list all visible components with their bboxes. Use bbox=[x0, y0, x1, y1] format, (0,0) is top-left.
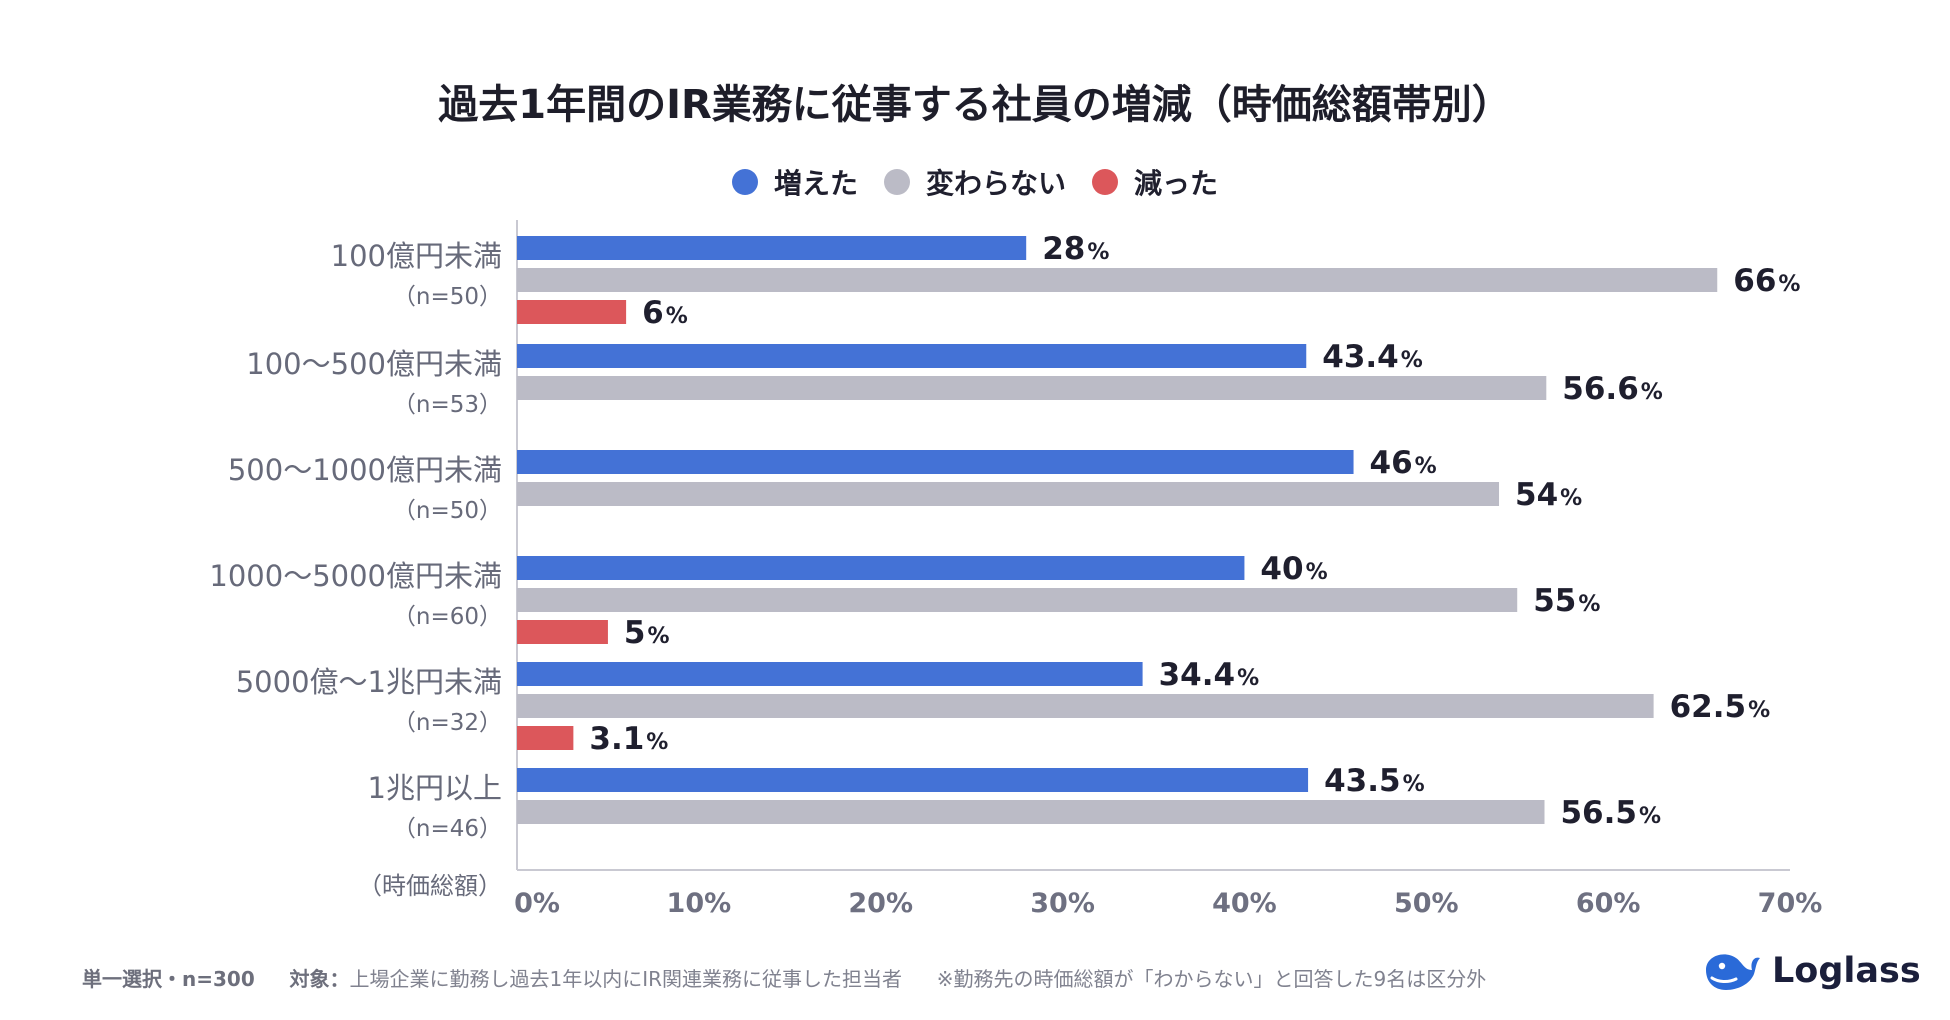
data-label-decreased: 6% bbox=[642, 295, 688, 331]
loglass-logo: Loglass bbox=[1700, 948, 1921, 994]
category-label: 500～1000億円未満 bbox=[228, 453, 502, 487]
x-tick-label: 10% bbox=[667, 888, 732, 919]
category-label: 1兆円以上 bbox=[368, 771, 502, 805]
category-sample-size: （n=46） bbox=[393, 816, 502, 842]
category-sample-size: （n=60） bbox=[393, 604, 502, 630]
data-label-decreased: 5% bbox=[624, 615, 670, 651]
x-tick-label: 40% bbox=[1212, 888, 1277, 919]
data-label-unchanged: 55% bbox=[1533, 583, 1600, 619]
x-tick-label: 50% bbox=[1394, 888, 1459, 919]
data-label-unchanged: 56.6% bbox=[1562, 371, 1663, 407]
data-label-unchanged: 62.5% bbox=[1670, 689, 1771, 725]
data-label-unchanged: 56.5% bbox=[1560, 795, 1661, 831]
legend-label-unchanged: 変わらない bbox=[925, 167, 1066, 200]
chart-title: 過去1年間のIR業務に従事する社員の増減（時価総額帯別） bbox=[438, 82, 1512, 128]
legend-swatch-increased bbox=[731, 169, 758, 195]
category-label: 5000億～1兆円未満 bbox=[236, 665, 502, 699]
bar-unchanged bbox=[517, 376, 1547, 400]
legend-item-increased: 増えた bbox=[731, 162, 858, 202]
category-sample-size: （n=50） bbox=[393, 284, 502, 310]
legend-item-unchanged: 変わらない bbox=[883, 162, 1066, 202]
bar-decreased bbox=[517, 726, 574, 750]
whale-icon bbox=[1706, 954, 1760, 990]
bar-unchanged bbox=[517, 268, 1718, 292]
bar-unchanged bbox=[517, 482, 1500, 506]
footer-exclusion-note: ※勤務先の時価総額が「わからない」と回答した9名は区分外 bbox=[936, 967, 1487, 991]
category-sample-size: （n=53） bbox=[393, 392, 502, 418]
x-tick-label: 20% bbox=[848, 888, 913, 919]
legend: 増えた 変わらない 減った bbox=[0, 162, 1950, 202]
x-tick-label: 60% bbox=[1576, 888, 1641, 919]
category-sample-size: （n=50） bbox=[393, 498, 502, 524]
data-label-increased: 28% bbox=[1042, 231, 1109, 267]
bar-decreased bbox=[517, 620, 608, 644]
x-tick-label: 30% bbox=[1030, 888, 1095, 919]
bar-increased bbox=[517, 662, 1143, 686]
legend-swatch-decreased bbox=[1092, 169, 1118, 195]
legend-item-decreased: 減った bbox=[1092, 162, 1218, 202]
bar-increased bbox=[517, 450, 1354, 474]
x-tick-label: 0% bbox=[514, 888, 560, 919]
legend-swatch-unchanged bbox=[883, 169, 910, 195]
y-axis-title: （時価総額） bbox=[358, 872, 502, 900]
footer-selection: 単一選択・n=300 bbox=[82, 967, 255, 991]
logo-wordmark: Loglass bbox=[1772, 951, 1921, 991]
data-label-increased: 34.4% bbox=[1159, 657, 1260, 693]
bar-increased bbox=[517, 768, 1309, 792]
category-sample-size: （n=32） bbox=[393, 710, 502, 736]
category-label: 100～500億円未満 bbox=[246, 347, 502, 381]
footer-target-label: 対象： bbox=[289, 967, 350, 991]
data-label-increased: 43.5% bbox=[1324, 763, 1425, 799]
data-label-decreased: 3.1% bbox=[589, 721, 668, 757]
bar-unchanged bbox=[517, 694, 1654, 718]
bar-unchanged bbox=[517, 588, 1518, 612]
data-label-unchanged: 66% bbox=[1733, 263, 1800, 299]
data-label-increased: 43.4% bbox=[1322, 339, 1423, 375]
bar-increased bbox=[517, 344, 1307, 368]
footer-note: 単一選択・n=300 対象：上場企業に勤務し過去1年以内にIR関連業務に従事した… bbox=[82, 963, 1486, 992]
bar-unchanged bbox=[517, 800, 1545, 824]
category-label: 1000～5000億円未満 bbox=[209, 559, 502, 593]
data-label-unchanged: 54% bbox=[1515, 477, 1582, 513]
footer-target: 上場企業に勤務し過去1年以内にIR関連業務に従事した担当者 bbox=[349, 967, 902, 991]
bar-increased bbox=[517, 556, 1245, 580]
bar-decreased bbox=[517, 300, 627, 324]
data-label-increased: 46% bbox=[1370, 445, 1437, 481]
data-label-increased: 40% bbox=[1260, 551, 1327, 587]
category-label: 100億円未満 bbox=[331, 239, 502, 273]
x-tick-label: 70% bbox=[1758, 888, 1823, 919]
bar-chart: 0% 10% 20% 30% 40% 50% 60% 70% （時価総額） 100億円未満 （n=5… bbox=[209, 220, 1823, 919]
legend-label-decreased: 減った bbox=[1134, 167, 1219, 200]
bar-increased bbox=[517, 236, 1027, 260]
legend-label-increased: 増えた bbox=[773, 167, 858, 200]
